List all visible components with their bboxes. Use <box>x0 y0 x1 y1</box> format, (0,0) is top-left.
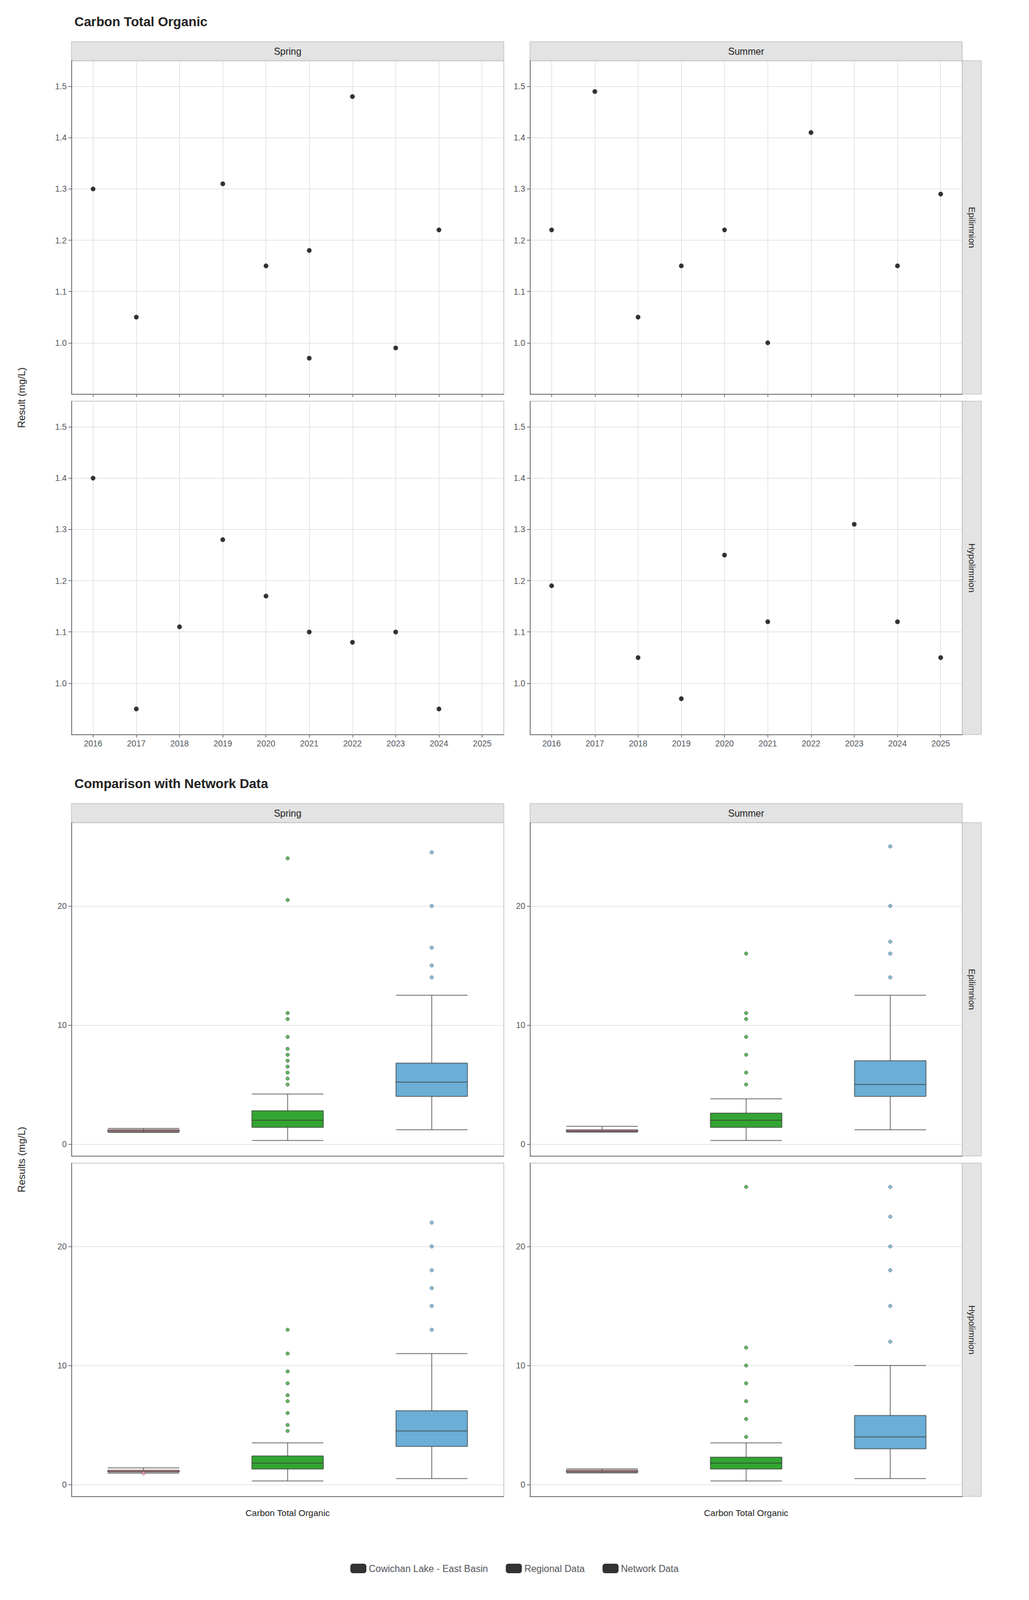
svg-text:2019: 2019 <box>213 738 233 749</box>
svg-text:1.4: 1.4 <box>513 473 526 483</box>
svg-text:1.5: 1.5 <box>55 81 68 92</box>
svg-text:2018: 2018 <box>170 738 189 749</box>
svg-text:0: 0 <box>520 1480 526 1490</box>
svg-text:10: 10 <box>57 1361 67 1371</box>
svg-text:2016: 2016 <box>542 738 561 749</box>
svg-text:2024: 2024 <box>888 738 907 749</box>
svg-text:Summer: Summer <box>728 46 765 57</box>
svg-text:1.4: 1.4 <box>55 132 68 143</box>
svg-text:20: 20 <box>515 901 526 912</box>
svg-text:1.1: 1.1 <box>513 627 526 638</box>
svg-text:1.2: 1.2 <box>513 576 526 586</box>
svg-text:Carbon Total Organic: Carbon Total Organic <box>74 14 208 30</box>
svg-text:1.3: 1.3 <box>55 524 68 535</box>
svg-text:2022: 2022 <box>801 738 820 749</box>
svg-text:Results (mg/L): Results (mg/L) <box>16 1127 28 1194</box>
svg-text:Regional Data: Regional Data <box>524 1564 585 1575</box>
svg-text:Spring: Spring <box>273 46 302 57</box>
svg-text:0: 0 <box>61 1480 67 1490</box>
svg-text:2019: 2019 <box>672 738 691 749</box>
svg-text:2021: 2021 <box>300 738 319 749</box>
svg-text:Result (mg/L): Result (mg/L) <box>16 367 28 429</box>
svg-text:20: 20 <box>57 1242 67 1252</box>
svg-text:1.0: 1.0 <box>55 678 68 689</box>
svg-text:Spring: Spring <box>273 808 302 819</box>
svg-text:20: 20 <box>57 901 67 912</box>
svg-text:1.5: 1.5 <box>513 81 526 92</box>
svg-text:2023: 2023 <box>844 738 864 749</box>
svg-text:Hypolimnion: Hypolimnion <box>967 1305 978 1356</box>
svg-text:Epilimnion: Epilimnion <box>967 968 978 1010</box>
svg-text:1.4: 1.4 <box>55 473 68 483</box>
svg-text:1.2: 1.2 <box>55 235 68 246</box>
svg-text:0: 0 <box>520 1139 526 1150</box>
svg-text:2020: 2020 <box>715 738 734 749</box>
svg-text:2022: 2022 <box>343 738 362 749</box>
svg-text:0: 0 <box>61 1139 67 1150</box>
svg-text:1.1: 1.1 <box>55 287 68 297</box>
svg-text:2016: 2016 <box>83 738 103 749</box>
svg-text:Summer: Summer <box>728 808 765 819</box>
svg-text:2021: 2021 <box>758 738 778 749</box>
svg-text:1.3: 1.3 <box>55 184 68 194</box>
svg-text:2018: 2018 <box>628 738 648 749</box>
svg-text:1.2: 1.2 <box>55 576 68 586</box>
svg-text:Carbon Total Organic: Carbon Total Organic <box>245 1508 330 1519</box>
svg-text:2017: 2017 <box>585 738 604 749</box>
svg-text:Hypolimnion: Hypolimnion <box>967 543 978 594</box>
svg-text:2024: 2024 <box>429 738 449 749</box>
svg-text:2025: 2025 <box>472 738 492 749</box>
svg-text:10: 10 <box>515 1020 526 1031</box>
svg-text:1.2: 1.2 <box>513 235 526 246</box>
svg-text:1.0: 1.0 <box>513 678 526 689</box>
svg-text:1.3: 1.3 <box>513 524 526 535</box>
svg-text:1.4: 1.4 <box>513 132 526 143</box>
svg-text:1.1: 1.1 <box>513 287 526 297</box>
svg-text:10: 10 <box>57 1020 67 1031</box>
svg-text:Comparison with Network Data: Comparison with Network Data <box>74 776 269 792</box>
svg-text:2017: 2017 <box>126 738 146 749</box>
svg-text:Cowichan Lake - East Basin: Cowichan Lake - East Basin <box>368 1564 488 1575</box>
svg-text:2023: 2023 <box>386 738 405 749</box>
svg-text:1.5: 1.5 <box>513 422 526 432</box>
svg-text:2020: 2020 <box>256 738 276 749</box>
svg-text:1.5: 1.5 <box>55 422 68 432</box>
svg-text:Epilimnion: Epilimnion <box>967 206 978 248</box>
svg-text:10: 10 <box>515 1361 526 1371</box>
svg-text:1.1: 1.1 <box>55 627 68 638</box>
svg-text:1.0: 1.0 <box>513 338 526 348</box>
svg-text:20: 20 <box>515 1242 526 1252</box>
svg-text:1.3: 1.3 <box>513 184 526 194</box>
svg-text:1.0: 1.0 <box>55 338 68 348</box>
svg-text:Carbon Total Organic: Carbon Total Organic <box>703 1508 789 1519</box>
svg-text:Network Data: Network Data <box>621 1564 679 1575</box>
svg-text:2025: 2025 <box>931 738 950 749</box>
